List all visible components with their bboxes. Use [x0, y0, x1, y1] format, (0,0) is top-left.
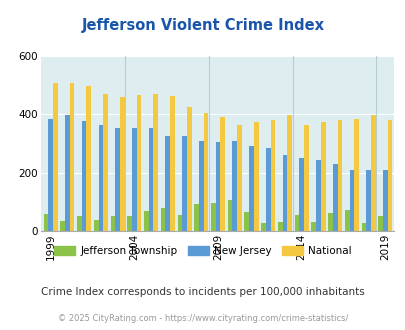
Bar	[320, 122, 325, 231]
Bar	[270, 120, 275, 231]
Bar	[377, 216, 382, 231]
Bar	[337, 120, 341, 231]
Bar	[103, 94, 108, 231]
Bar	[220, 117, 224, 231]
Bar	[361, 223, 365, 231]
Bar	[232, 141, 237, 231]
Bar	[349, 170, 354, 231]
Bar	[165, 136, 170, 231]
Bar	[311, 222, 315, 231]
Bar	[127, 216, 132, 231]
Bar	[387, 120, 392, 231]
Bar	[370, 115, 375, 231]
Bar	[60, 221, 65, 231]
Bar	[177, 215, 182, 231]
Bar	[119, 97, 124, 231]
Bar	[148, 128, 153, 231]
Bar	[53, 83, 58, 231]
Bar	[136, 95, 141, 231]
Bar	[48, 119, 53, 231]
Bar	[215, 142, 220, 231]
Bar	[253, 122, 258, 231]
Bar	[182, 136, 186, 231]
Bar	[203, 113, 208, 231]
Bar	[265, 148, 270, 231]
Bar	[227, 200, 232, 231]
Bar	[43, 214, 48, 231]
Bar	[244, 212, 249, 231]
Bar	[94, 220, 98, 231]
Bar	[110, 216, 115, 231]
Bar	[86, 86, 91, 231]
Bar	[332, 164, 337, 231]
Bar	[81, 121, 86, 231]
Bar	[186, 107, 191, 231]
Bar	[160, 208, 165, 231]
Bar	[315, 160, 320, 231]
Bar	[194, 204, 198, 231]
Bar	[303, 125, 308, 231]
Bar	[77, 216, 81, 231]
Bar	[298, 157, 303, 231]
Bar	[287, 115, 291, 231]
Bar	[153, 94, 158, 231]
Bar	[327, 213, 332, 231]
Text: Jefferson Violent Crime Index: Jefferson Violent Crime Index	[81, 18, 324, 33]
Bar	[277, 222, 282, 231]
Bar	[249, 146, 253, 231]
Bar	[65, 115, 70, 231]
Bar	[70, 83, 74, 231]
Bar	[237, 125, 241, 231]
Bar	[354, 119, 358, 231]
Bar	[198, 141, 203, 231]
Bar	[144, 212, 148, 231]
Text: Crime Index corresponds to incidents per 100,000 inhabitants: Crime Index corresponds to incidents per…	[41, 287, 364, 297]
Bar	[98, 125, 103, 231]
Bar	[260, 223, 265, 231]
Bar	[294, 215, 298, 231]
Bar	[365, 170, 370, 231]
Bar	[382, 170, 387, 231]
Bar	[115, 127, 119, 231]
Bar	[282, 155, 287, 231]
Bar	[211, 203, 215, 231]
Bar	[170, 96, 175, 231]
Legend: Jefferson Township, New Jersey, National: Jefferson Township, New Jersey, National	[50, 242, 355, 260]
Bar	[344, 210, 349, 231]
Text: © 2025 CityRating.com - https://www.cityrating.com/crime-statistics/: © 2025 CityRating.com - https://www.city…	[58, 314, 347, 323]
Bar	[132, 127, 136, 231]
